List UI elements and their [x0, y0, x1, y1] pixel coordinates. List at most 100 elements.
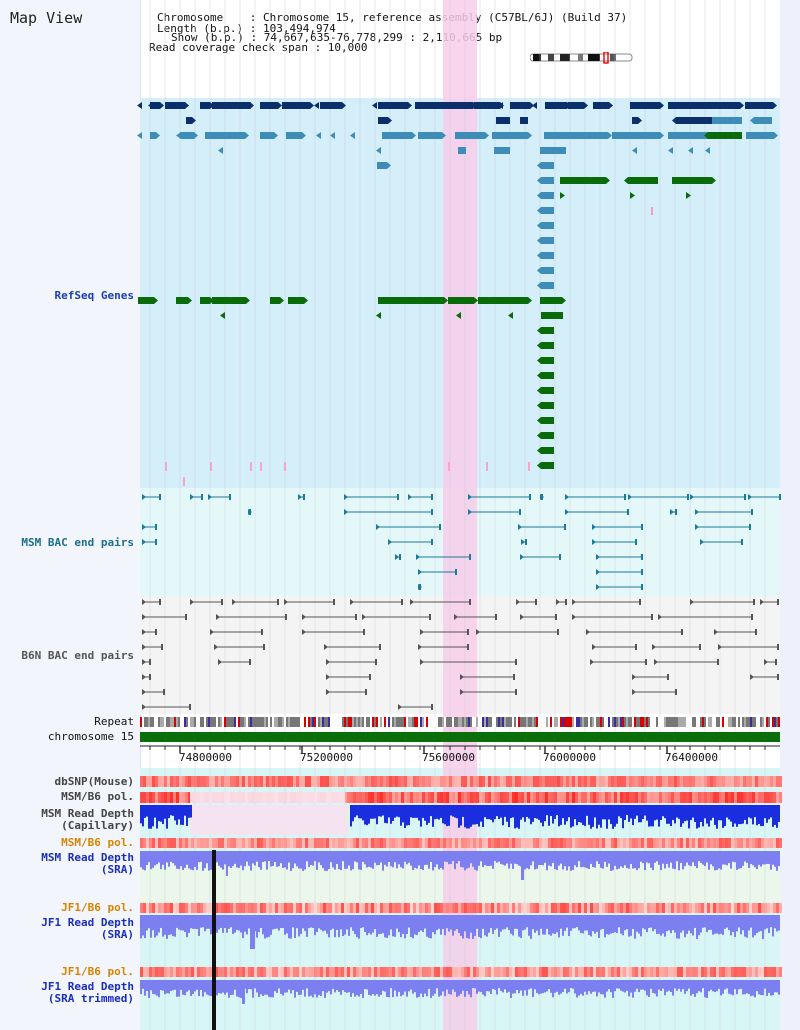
gene-feature — [260, 462, 262, 471]
polymorphism-cell — [431, 776, 434, 787]
bac-end-marker — [418, 569, 422, 575]
gene-strand-arrow — [278, 102, 282, 109]
read-depth-bar — [646, 805, 648, 821]
polymorphism-cell — [629, 903, 632, 913]
read-depth-bar — [512, 915, 514, 936]
track-label-msm-b6-pol[interactable]: MSM/B6 pol. — [61, 790, 134, 803]
bac-end-marker — [190, 494, 194, 500]
polymorphism-cell — [680, 838, 683, 848]
track-label-msm-b6-pol-2[interactable]: MSM/B6 pol. — [61, 836, 134, 849]
bac-end-marker — [764, 659, 768, 665]
chromosome-ideogram[interactable] — [530, 52, 634, 64]
track-label-jf1-b6-pol-2[interactable]: JF1/B6 pol. — [61, 965, 134, 978]
read-depth-bar — [580, 851, 582, 868]
polymorphism-cell — [683, 776, 686, 787]
polymorphism-cell — [563, 792, 566, 803]
read-depth-bar — [634, 805, 636, 819]
polymorphism-cell — [713, 838, 716, 848]
read-depth-bar — [278, 851, 280, 867]
polymorphism-cell — [737, 967, 740, 977]
polymorphism-cell — [380, 838, 383, 848]
read-depth-bar — [550, 851, 552, 867]
read-depth-bar — [662, 805, 664, 817]
track-label-jf1-read-depth-trimmed[interactable]: JF1 Read Depth (SRA trimmed) — [41, 980, 134, 1005]
read-depth-bar — [734, 980, 736, 990]
bac-end-marker — [741, 539, 743, 545]
read-depth-bar — [730, 851, 732, 869]
right-scroll-rail[interactable] — [780, 0, 800, 1030]
read-depth-bar — [148, 805, 150, 829]
polymorphism-cell — [410, 903, 413, 913]
polymorphism-cell — [206, 903, 209, 913]
polymorphism-cell — [323, 903, 326, 913]
read-depth-bar — [640, 805, 642, 823]
read-depth-bar — [578, 805, 580, 822]
polymorphism-cell — [188, 792, 191, 803]
repeat-element — [276, 717, 278, 727]
read-depth-bar — [488, 915, 490, 933]
gene-feature — [260, 102, 278, 109]
read-depth-bar — [736, 915, 738, 932]
bac-end-marker — [717, 659, 719, 665]
read-depth-bar — [418, 915, 420, 932]
polymorphism-cell — [761, 792, 764, 803]
read-depth-bar — [698, 851, 700, 862]
polymorphism-cell — [704, 838, 707, 848]
repeat-element — [506, 717, 508, 727]
polymorphism-cell — [677, 792, 680, 803]
repeat-element — [342, 717, 344, 727]
polymorphism-cell — [176, 838, 179, 848]
read-depth-bar — [342, 915, 344, 937]
polymorphism-cell — [470, 903, 473, 913]
repeat-element — [288, 717, 290, 727]
gene-strand-arrow — [760, 102, 765, 109]
read-depth-bar — [594, 805, 596, 818]
polymorphism-cell — [362, 776, 365, 787]
read-depth-bar — [512, 805, 514, 818]
track-label-repeat[interactable]: Repeat — [94, 715, 134, 728]
axis-tick-label: 75600000 — [422, 751, 475, 764]
read-depth-bar — [574, 980, 576, 994]
track-label-chromosome[interactable]: chromosome 15 — [47, 730, 134, 743]
polymorphism-cell — [458, 967, 461, 977]
read-depth-bar — [434, 980, 436, 994]
read-depth-bar — [150, 915, 152, 938]
bac-end-marker — [641, 524, 643, 530]
polymorphism-cell — [530, 776, 533, 787]
bac-end-marker — [751, 509, 753, 515]
read-depth-bar — [174, 915, 176, 937]
track-label-msm-read-depth-sra[interactable]: MSM Read Depth (SRA) — [41, 851, 134, 876]
polymorphism-cell — [422, 776, 425, 787]
polymorphism-cell — [587, 967, 590, 977]
polymorphism-cell — [365, 838, 368, 848]
read-depth-bar — [276, 980, 278, 993]
polymorphism-cell — [647, 967, 650, 977]
read-depth-bar — [622, 851, 624, 868]
repeat-element — [670, 717, 672, 727]
polymorphism-cell — [284, 776, 287, 787]
repeat-element — [706, 717, 708, 727]
read-depth-bar — [716, 980, 718, 992]
repeat-element — [302, 717, 304, 727]
track-label-msm-read-depth-capillary[interactable]: MSM Read Depth (Capillary) — [41, 807, 134, 832]
track-label-b6n-bac[interactable]: B6N BAC end pairs — [21, 649, 134, 662]
track-label-refseq[interactable]: RefSeq Genes — [54, 289, 134, 302]
polymorphism-cell — [764, 967, 767, 977]
read-depth-bar — [162, 805, 164, 825]
repeat-element — [454, 717, 456, 727]
bac-end-marker — [777, 644, 779, 650]
bac-end-marker — [675, 509, 677, 515]
read-depth-bar — [364, 851, 366, 865]
polymorphism-cell — [170, 903, 173, 913]
track-label-jf1-read-depth-sra[interactable]: JF1 Read Depth (SRA) — [41, 916, 134, 941]
bac-end-marker — [565, 494, 569, 500]
track-label-jf1-b6-pol[interactable]: JF1/B6 pol. — [61, 901, 134, 914]
polymorphism-cell — [443, 903, 446, 913]
read-depth-bar — [486, 915, 488, 937]
read-depth-bar — [428, 980, 430, 989]
track-label-dbsnp[interactable]: dbSNP(Mouse) — [54, 775, 134, 788]
track-label-msm-bac[interactable]: MSM BAC end pairs — [21, 536, 134, 549]
repeat-element — [280, 717, 282, 727]
polymorphism-cell — [620, 838, 623, 848]
